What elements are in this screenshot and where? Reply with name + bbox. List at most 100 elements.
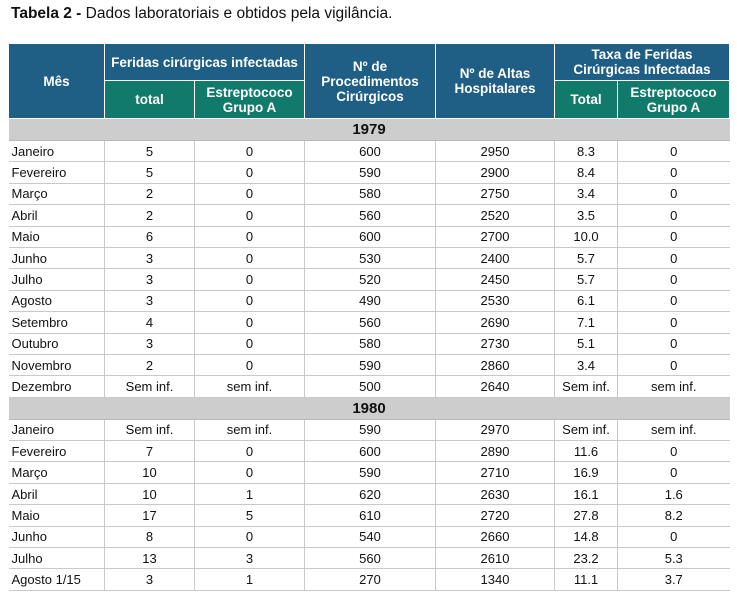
cell-procedures: 580 (304, 333, 436, 355)
cell-rate-strep: 0 (617, 204, 730, 227)
cell-strep: 0 (194, 140, 305, 163)
cell-rate-strep: 0 (617, 183, 730, 206)
cell-strep: 0 (194, 440, 305, 463)
caption-label: Tabela 2 - (11, 5, 82, 22)
cell-month: Outubro (8, 333, 105, 355)
cell-rate-total: 10.0 (554, 226, 618, 248)
cell-procedures: 600 (304, 440, 436, 463)
table-row: Maio 17 5 610 2720 27.8 8.2 (8, 504, 730, 527)
table-row: Setembro 4 0 560 2690 7.1 0 (8, 311, 730, 334)
cell-strep: 0 (194, 204, 305, 227)
cell-procedures: 590 (304, 161, 436, 184)
cell-rate-total: 11.6 (554, 440, 618, 463)
cell-total: 3 (104, 333, 195, 355)
cell-total: 10 (104, 461, 195, 484)
cell-rate-total: 8.4 (554, 161, 618, 184)
cell-procedures: 590 (304, 461, 436, 484)
cell-procedures: 560 (304, 204, 436, 227)
cell-discharges: 2520 (435, 204, 555, 227)
cell-strep: 0 (194, 226, 305, 248)
header-rate-strep: Estreptococo Grupo A (616, 80, 731, 119)
table-row: Fevereiro 7 0 600 2890 11.6 0 (8, 440, 730, 463)
cell-month: Janeiro (8, 140, 105, 163)
cell-month: Março (8, 183, 105, 206)
header-month: Mês (8, 43, 105, 119)
cell-procedures: 590 (304, 354, 436, 377)
table-row: Agosto 1/15 3 1 270 1340 11.1 3.7 (8, 568, 730, 591)
cell-month: Setembro (8, 311, 105, 334)
cell-month: Março (8, 461, 105, 484)
cell-total: 3 (104, 247, 195, 270)
cell-rate-strep: 0 (617, 440, 730, 463)
cell-strep: 0 (194, 461, 305, 484)
header-total: total (104, 80, 195, 119)
cell-rate-total: 16.9 (554, 461, 618, 484)
cell-rate-total: 6.1 (554, 290, 618, 313)
cell-total: 2 (104, 354, 195, 377)
cell-strep: 0 (194, 354, 305, 377)
cell-rate-total: Sem inf. (554, 419, 618, 442)
cell-rate-strep: 0 (617, 161, 730, 184)
cell-month: Maio (8, 504, 105, 527)
cell-procedures: 600 (304, 226, 436, 248)
cell-strep: 5 (194, 504, 305, 527)
cell-strep: 3 (194, 547, 305, 570)
header-rate: Taxa de Feridas Cirúrgicas Infectadas (553, 43, 731, 81)
cell-rate-total: 3.5 (554, 204, 618, 227)
table-row: Agosto 3 0 490 2530 6.1 0 (8, 290, 730, 313)
table-row: Outubro 3 0 580 2730 5.1 0 (8, 333, 730, 355)
cell-rate-total: 5.7 (554, 268, 618, 291)
cell-rate-strep: 0 (617, 140, 730, 163)
cell-total: 3 (104, 268, 195, 291)
cell-rate-strep: 8.2 (617, 504, 730, 527)
table-row: Maio 6 0 600 2700 10.0 0 (8, 226, 730, 248)
cell-total: 5 (104, 140, 195, 163)
cell-total: 13 (104, 547, 195, 570)
cell-rate-total: 14.8 (554, 526, 618, 549)
cell-total: 2 (104, 204, 195, 227)
caption-text: Dados laboratoriais e obtidos pela vigil… (81, 5, 393, 22)
cell-procedures: 610 (304, 504, 436, 527)
cell-discharges: 2640 (435, 375, 555, 398)
cell-total: 2 (104, 183, 195, 206)
cell-total: 6 (104, 226, 195, 248)
cell-month: Junho (8, 526, 105, 549)
cell-rate-strep: 0 (617, 333, 730, 355)
cell-total: 10 (104, 483, 195, 506)
cell-total: 3 (104, 290, 195, 313)
cell-total: 4 (104, 311, 195, 334)
cell-total: 7 (104, 440, 195, 463)
cell-discharges: 2450 (435, 268, 555, 291)
cell-rate-total: 8.3 (554, 140, 618, 163)
table-row: Janeiro 5 0 600 2950 8.3 0 (8, 140, 730, 163)
header-infected-wounds: Feridas cirúrgicas infectadas (104, 43, 305, 81)
cell-discharges: 2750 (435, 183, 555, 206)
cell-strep: 1 (194, 483, 305, 506)
cell-rate-strep: 1.6 (617, 483, 730, 506)
table-caption: Tabela 2 - Dados laboratoriais e obtidos… (11, 4, 392, 24)
cell-month: Abril (8, 204, 105, 227)
table-row: Dezembro Sem inf. sem inf. 500 2640 Sem inf. s… (8, 375, 730, 398)
table-row: Junho 8 0 540 2660 14.8 0 (8, 526, 730, 549)
cell-strep: sem inf. (194, 419, 305, 442)
table-row: Março 10 0 590 2710 16.9 0 (8, 461, 730, 484)
cell-discharges: 2690 (435, 311, 555, 334)
cell-strep: 0 (194, 247, 305, 270)
cell-discharges: 1340 (435, 568, 555, 591)
cell-strep: 0 (194, 183, 305, 206)
table-row: Março 2 0 580 2750 3.4 0 (8, 183, 730, 206)
cell-month: Junho (8, 247, 105, 270)
year-row: 1979 (8, 118, 730, 141)
cell-discharges: 2950 (435, 140, 555, 163)
table-row: Abril 2 0 560 2520 3.5 0 (8, 204, 730, 227)
cell-rate-total: 16.1 (554, 483, 618, 506)
cell-rate-total: 3.4 (554, 354, 618, 377)
cell-month: Fevereiro (8, 161, 105, 184)
cell-strep: 1 (194, 568, 305, 591)
cell-procedures: 500 (304, 375, 436, 398)
cell-rate-strep: 0 (617, 268, 730, 291)
cell-discharges: 2530 (435, 290, 555, 313)
cell-month: Maio (8, 226, 105, 248)
cell-month: Agosto 1/15 (8, 568, 105, 591)
table-row: Fevereiro 5 0 590 2900 8.4 0 (8, 161, 730, 184)
